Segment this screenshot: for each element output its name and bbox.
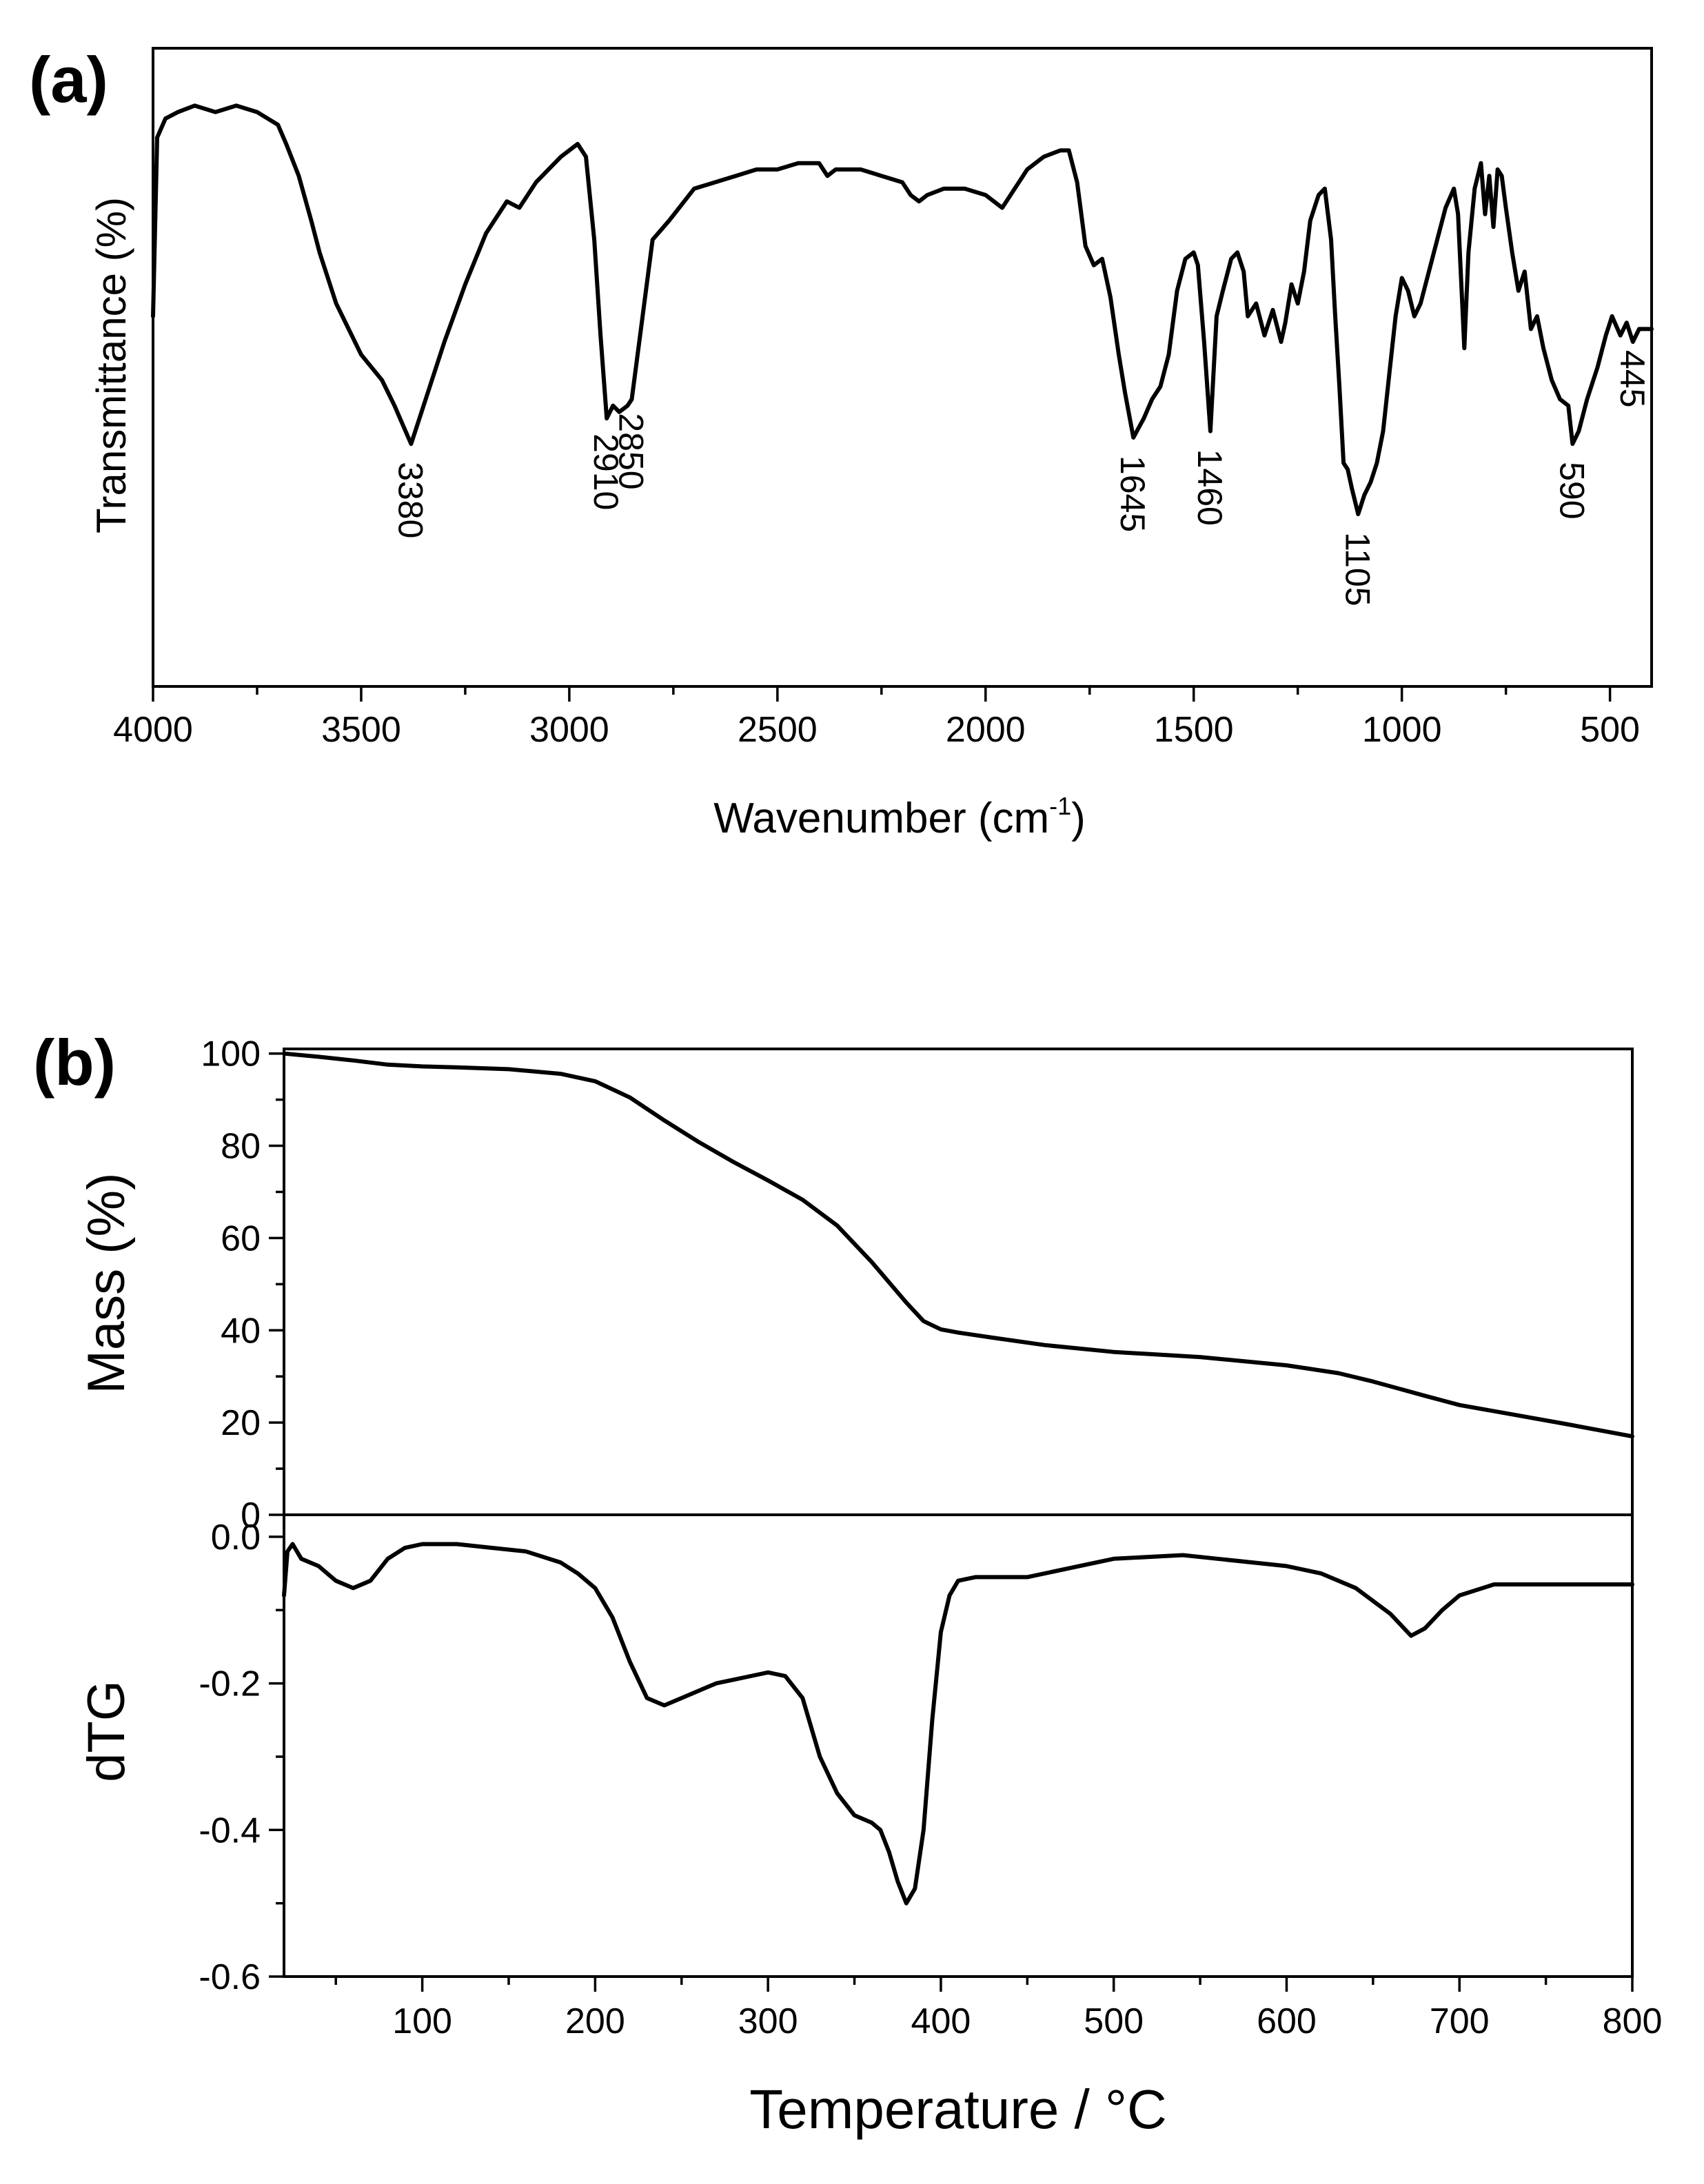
ftir-x-axis-title: Wavenumber (cm-1) [713, 792, 1086, 842]
ftir-series-line [151, 103, 1654, 516]
temperature-x-tick-label: 200 [565, 2001, 625, 2041]
temperature-x-tick-label: 400 [911, 2001, 971, 2041]
ftir-x-axis-title-sup: -1 [1049, 792, 1071, 820]
temperature-x-tick-label: 800 [1603, 2001, 1663, 2041]
ftir-x-tick-label: 4000 [113, 710, 193, 750]
ftir-peak-label: 2910 [587, 433, 625, 510]
dtg-y-tick-label: 0.0 [211, 1518, 261, 1558]
mass-series-line [282, 1051, 1634, 1439]
temperature-x-axis: 100 200 300 400 500 600 700 800 [334, 1977, 1663, 2041]
mass-y-axis-title: Mass (%) [77, 1173, 136, 1394]
mass-y-tick-label: 80 [221, 1127, 261, 1167]
ftir-x-tick-label: 2500 [738, 710, 818, 750]
dtg-series-line [282, 1542, 1634, 1906]
dtg-y-tick-label: -0.6 [199, 1957, 261, 1997]
ftir-peak-label: 1645 [1113, 456, 1152, 532]
ftir-x-tick-label: 2000 [946, 710, 1026, 750]
ftir-x-axis-title-close: ) [1071, 795, 1086, 842]
ftir-x-axis-title-main: Wavenumber (cm [713, 795, 1049, 842]
mass-y-tick-label: 20 [221, 1403, 261, 1443]
mass-y-tick-label: 60 [221, 1218, 261, 1258]
dtg-y-tick-label: -0.4 [199, 1810, 261, 1850]
temperature-x-tick-label: 600 [1257, 2001, 1317, 2041]
temperature-x-tick-label: 700 [1430, 2001, 1490, 2041]
ftir-x-axis: 4000 3500 3000 2500 2000 1500 1000 500 [113, 686, 1640, 750]
mass-y-tick-label: 40 [221, 1311, 261, 1351]
ftir-peak-label: 1460 [1190, 449, 1229, 526]
temperature-x-tick-label: 100 [392, 2001, 452, 2041]
ftir-peak-label: 1105 [1338, 532, 1377, 606]
temperature-x-tick-label: 500 [1084, 2001, 1144, 2041]
temperature-x-axis-title: Temperature / °C [749, 2079, 1167, 2140]
panel-label-b: (b) [33, 1026, 116, 1099]
dtg-y-tick-label: -0.2 [199, 1664, 261, 1704]
ftir-y-axis-title: Transmittance (%) [88, 197, 134, 533]
mass-y-axis: 0 20 40 60 80 100 [201, 1034, 284, 1535]
ftir-peak-label: 2850 [612, 413, 651, 489]
tga-plot-frame [283, 1048, 1634, 1978]
mass-y-tick-label: 0 [241, 1496, 261, 1535]
ftir-panel: (a) 4000 3500 3000 2500 2000 1500 1000 500 3380… [29, 43, 1654, 842]
ftir-x-tick-label: 3500 [321, 710, 401, 750]
temperature-x-tick-label: 300 [738, 2001, 798, 2041]
tga-panel: (b) 0 20 40 60 80 100 0.0 -0.2 -0.4 -0.6 100 200 3… [33, 1026, 1662, 2140]
ftir-x-tick-label: 1000 [1362, 710, 1442, 750]
ftir-x-tick-label: 1500 [1154, 710, 1234, 750]
ftir-x-tick-label: 500 [1580, 710, 1640, 750]
ftir-plot-frame [152, 47, 1653, 688]
panel-label-a: (a) [29, 43, 108, 116]
ftir-x-tick-label: 3000 [529, 710, 609, 750]
ftir-peak-label: 445 [1613, 350, 1652, 407]
dtg-y-axis-title: dTG [77, 1680, 136, 1782]
mass-y-tick-label: 100 [201, 1034, 261, 1074]
ftir-peak-label: 3380 [391, 462, 429, 538]
dtg-y-axis: 0.0 -0.2 -0.4 -0.6 [199, 1518, 284, 1997]
ftir-peak-label: 590 [1552, 462, 1591, 519]
